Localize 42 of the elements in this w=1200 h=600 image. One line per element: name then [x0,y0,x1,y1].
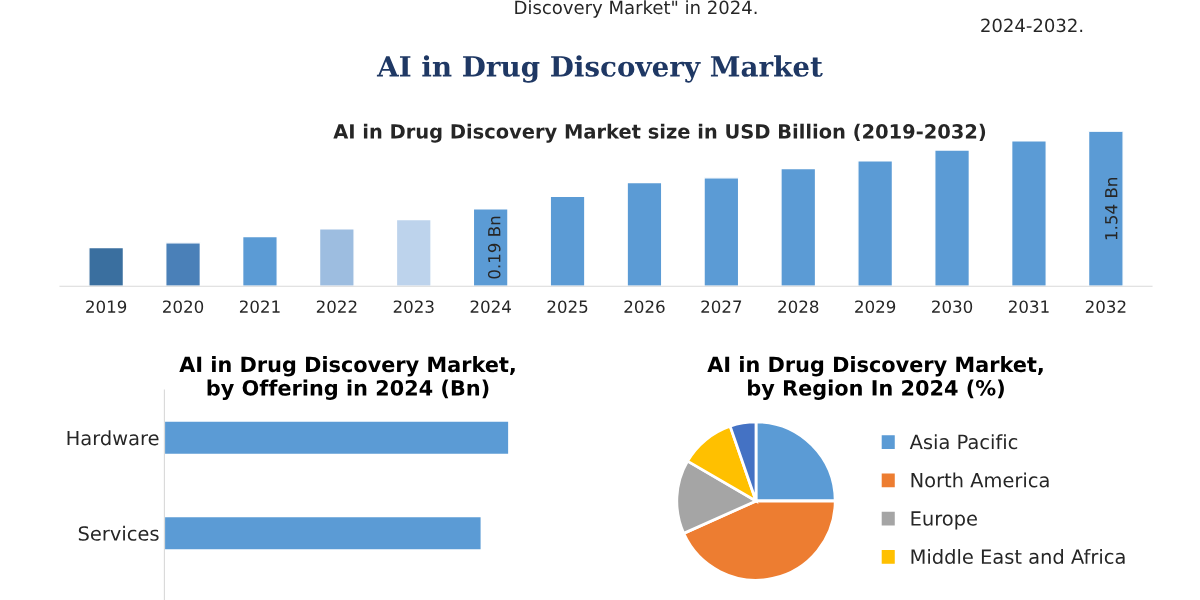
legend-label: North America [911,472,1049,488]
chart-title: AI in Drug Discovery Market, by Offering in 2024 (Bn) [179,356,515,400]
x-tick-label: 2021 [239,300,280,313]
x-tick-label: 2030 [932,300,973,313]
bar [1087,131,1124,287]
legend-label: Europe [911,511,977,530]
x-tick-label: 2024 [470,300,511,313]
chart-subtitle: AI in Drug Discovery Market size in USD Billion (2019-2032) [333,123,986,143]
x-tick-label: 2022 [316,300,357,313]
x-tick-label: 2023 [393,300,434,313]
bar [241,235,278,287]
bar [857,160,894,287]
x-tick-label: 2027 [701,300,742,313]
legend-label: Middle East and Africa [911,548,1125,565]
x-tick-label: 2019 [86,300,127,313]
bar [934,149,971,287]
text: Discovery Market" in 2024. [515,0,757,18]
x-tick-label: 2025 [547,300,588,313]
bar [1010,139,1047,287]
x-tick-label: 2032 [1085,300,1126,313]
annotation: 0.19 Bn [487,216,501,279]
bar [395,218,432,287]
y-tick-label: Hardware [67,430,159,446]
chart-title: AI in Drug Discovery Market, by Region In 2024 (%) [707,356,1043,400]
bar [549,195,586,287]
bar [703,177,740,287]
x-tick-label: 2031 [1008,300,1049,313]
bar [472,208,509,287]
chart-title: AI in Drug Discovery Market [376,55,823,83]
annotation: 1.54 Bn [1105,178,1118,240]
bar [165,242,202,287]
bar [780,167,817,287]
bar [318,228,355,287]
text: 2024-2032. [981,18,1083,33]
x-tick-label: 2029 [855,300,896,313]
legend-label: Asia Pacific [909,434,1018,450]
x-tick-label: 2026 [624,300,665,313]
bar [626,181,663,287]
x-tick-label: 2028 [778,300,819,313]
x-tick-label: 2020 [163,300,204,313]
bar [88,246,125,287]
y-tick-label: Services [78,525,159,541]
